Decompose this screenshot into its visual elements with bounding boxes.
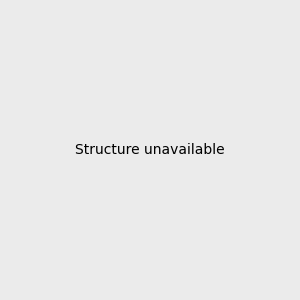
Text: Structure unavailable: Structure unavailable	[75, 143, 225, 157]
